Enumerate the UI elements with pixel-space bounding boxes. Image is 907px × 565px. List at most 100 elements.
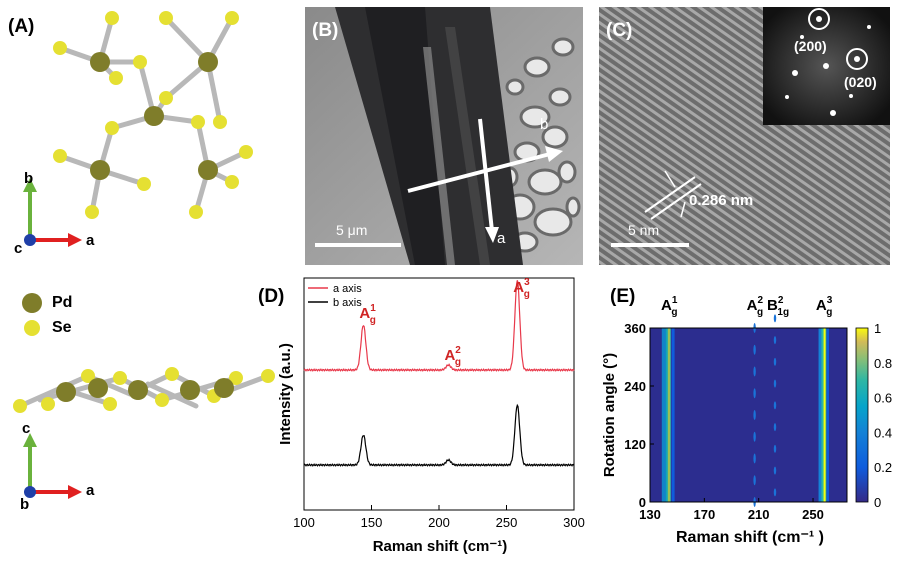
weak-mode-spot bbox=[753, 453, 756, 464]
hrtem-image-c bbox=[599, 7, 890, 265]
weak-mode-spot bbox=[773, 466, 777, 475]
se-atom bbox=[105, 11, 119, 25]
x-axis-title: Raman shift (cm⁻¹) bbox=[373, 538, 508, 555]
plot-frame bbox=[303, 277, 575, 511]
weak-mode-spot bbox=[773, 314, 777, 323]
weak-mode-spot bbox=[773, 423, 777, 432]
panel-a-label: (A) bbox=[8, 16, 35, 37]
se-atom bbox=[109, 71, 123, 85]
se-atom bbox=[53, 41, 67, 55]
axis-c-label-bottom: c bbox=[22, 420, 31, 437]
se-atom bbox=[85, 205, 99, 219]
fft-spot-200: (200) bbox=[794, 38, 827, 54]
pd-atom bbox=[90, 52, 110, 72]
panel-d-label: (D) bbox=[258, 286, 285, 307]
y-tick-label: 360 bbox=[624, 321, 646, 336]
se-atom bbox=[159, 11, 173, 25]
peak-label: A3 g bbox=[513, 277, 530, 300]
bond bbox=[205, 59, 223, 125]
mode-label: A1 g bbox=[661, 295, 678, 318]
mode-label: B2 1g bbox=[767, 295, 789, 318]
colorbar-tick-label: 1 bbox=[874, 321, 881, 336]
colorbar bbox=[855, 327, 869, 503]
se-atom bbox=[191, 115, 205, 129]
panel-b-label: (B) bbox=[312, 20, 339, 41]
mode-band bbox=[826, 328, 829, 502]
weak-mode-spot bbox=[753, 344, 756, 355]
y-axis-title: Intensity (a.u.) bbox=[277, 343, 294, 445]
legend-pd-label: Pd bbox=[52, 294, 73, 311]
colorbar-tick-label: 0.6 bbox=[874, 391, 892, 406]
se-atom bbox=[159, 91, 173, 105]
pd-atom bbox=[198, 160, 218, 180]
weak-mode-spot bbox=[773, 379, 777, 388]
heatmap-frame bbox=[649, 327, 848, 503]
y-tick-label: 120 bbox=[624, 437, 646, 452]
weak-mode-spot bbox=[773, 336, 777, 345]
colorbar-tick-label: 0.4 bbox=[874, 425, 892, 440]
x-tick-label: 100 bbox=[293, 515, 315, 530]
weak-mode-spot bbox=[753, 431, 756, 442]
colorbar-tick-label: 0.2 bbox=[874, 460, 892, 475]
x-tick-label: 200 bbox=[428, 515, 450, 530]
x-tick-label: 250 bbox=[802, 507, 824, 522]
scalebar-b-label: 5 μm bbox=[336, 222, 368, 238]
weak-mode-spot bbox=[753, 410, 756, 420]
panel-e-label: (E) bbox=[610, 286, 636, 307]
mode-label: A2 g bbox=[747, 295, 764, 318]
atom-legend-icons bbox=[22, 293, 42, 336]
legend-se-label: Se bbox=[52, 319, 72, 336]
se-atom bbox=[189, 205, 203, 219]
axis-a-label-bottom: a bbox=[86, 482, 95, 499]
se-atom bbox=[239, 145, 253, 159]
colorbar-tick-label: 0 bbox=[874, 495, 881, 510]
se-atom bbox=[137, 177, 151, 191]
arrow-b-label: b bbox=[540, 116, 549, 133]
y-tick-label: 0 bbox=[639, 495, 646, 510]
legend-b-axis: b axis bbox=[333, 297, 362, 309]
x-tick-label: 150 bbox=[361, 515, 383, 530]
tem-image-b bbox=[305, 7, 583, 265]
se-atom bbox=[133, 55, 147, 69]
pd-atom bbox=[144, 106, 164, 126]
heatmap-background bbox=[650, 328, 847, 502]
pdse2-side-structure bbox=[13, 367, 275, 413]
weak-mode-spot bbox=[773, 401, 777, 410]
weak-mode-spot bbox=[753, 388, 756, 399]
peak-label: A1 g bbox=[359, 303, 376, 326]
axes-top-icon bbox=[23, 178, 82, 247]
axes-bottom-icon bbox=[23, 433, 82, 499]
x-tick-label: 250 bbox=[496, 515, 518, 530]
colorbar-tick-label: 0.8 bbox=[874, 356, 892, 371]
axis-b-label: b bbox=[24, 170, 34, 187]
weak-mode-spot bbox=[753, 366, 756, 377]
scalebar-c-label: 5 nm bbox=[628, 222, 660, 238]
x-tick-label: 170 bbox=[693, 507, 715, 522]
bond bbox=[163, 15, 211, 65]
mode-band bbox=[671, 328, 675, 502]
y-tick-label: 240 bbox=[624, 379, 646, 394]
se-atom bbox=[213, 115, 227, 129]
weak-mode-spot bbox=[753, 475, 756, 486]
se-atom bbox=[225, 11, 239, 25]
arrow-a-label: a bbox=[497, 230, 506, 247]
weak-mode-spot bbox=[773, 444, 777, 453]
pd-atom bbox=[90, 160, 110, 180]
se-atom bbox=[53, 149, 67, 163]
mode-label: A3 g bbox=[816, 295, 833, 318]
peak-label: A2 g bbox=[444, 345, 461, 368]
weak-mode-spot bbox=[773, 488, 777, 497]
raman-spectra-chart: 100 150 200 250 300 A1 gA2 gA3 g a axis b axis … bbox=[277, 277, 585, 555]
x-tick-label: 130 bbox=[639, 507, 661, 522]
raman-heatmap-chart: A1 g A2 g B2 1g A3 g 130 170 210 250 0 120 240 360 0 0.… bbox=[601, 295, 892, 546]
y-axis-title-e: Rotation angle (°) bbox=[601, 353, 618, 477]
pd-atom bbox=[198, 52, 218, 72]
x-tick-label: 210 bbox=[748, 507, 770, 522]
mode-band bbox=[667, 328, 671, 502]
se-atom bbox=[105, 121, 119, 135]
x-axis-title-e: Raman shift (cm⁻¹ ) bbox=[676, 529, 824, 546]
legend-a-axis: a axis bbox=[333, 283, 362, 295]
axis-b-label-bottom: b bbox=[20, 496, 30, 513]
d-spacing-label: 0.286 nm bbox=[689, 192, 754, 209]
pdse2-top-structure bbox=[53, 11, 253, 219]
